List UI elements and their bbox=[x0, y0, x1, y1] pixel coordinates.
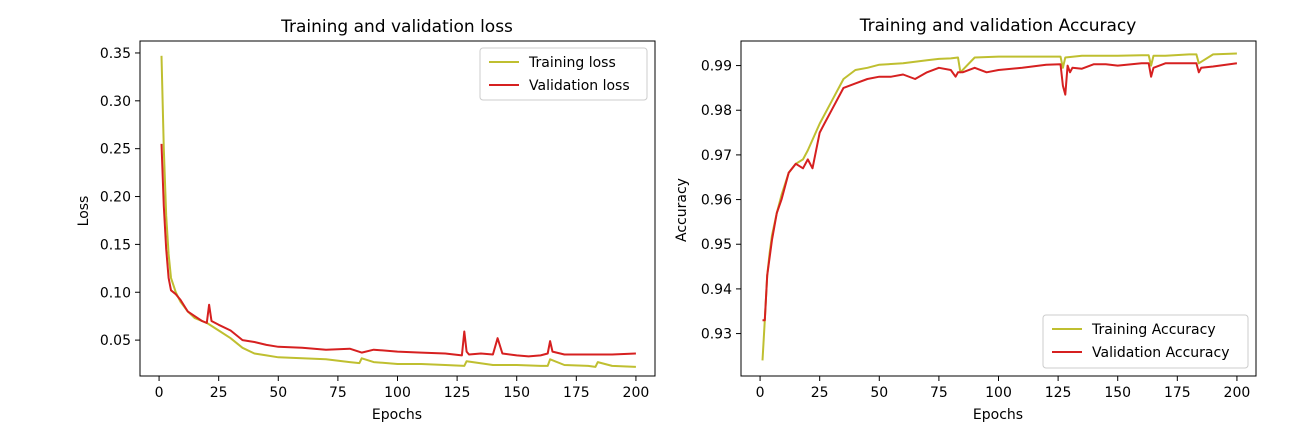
accuracy-y-tick-label: 0.95 bbox=[701, 237, 732, 253]
accuracy-x-axis-label: Epochs bbox=[973, 407, 1023, 423]
accuracy-y-tick-label: 0.97 bbox=[701, 148, 732, 164]
loss-x-tick-label: 150 bbox=[503, 385, 530, 401]
loss-x-tick-label: 175 bbox=[563, 385, 590, 401]
accuracy-legend: Training Accuracy Validation Accuracy bbox=[1042, 314, 1249, 369]
loss-series-validation bbox=[160, 143, 636, 358]
accuracy-plot-area: 0 25 50 75 100 125 150 175 200 0.93 0.94 0.95 0.96 0.… bbox=[701, 40, 1257, 401]
accuracy-legend-label-validation: Validation Accuracy bbox=[1092, 345, 1230, 361]
accuracy-chart-title: Training and validation Accuracy bbox=[859, 16, 1137, 36]
loss-x-tick-label: 125 bbox=[444, 385, 471, 401]
accuracy-y-tick-label: 0.94 bbox=[701, 282, 732, 298]
loss-chart-title: Training and validation loss bbox=[280, 17, 513, 37]
accuracy-chart: Training and validation Accuracy 0 25 50 75… bbox=[674, 16, 1257, 423]
accuracy-x-tick-label: 100 bbox=[985, 385, 1012, 401]
accuracy-y-tick-label: 0.98 bbox=[701, 103, 732, 119]
accuracy-y-axis-label: Accuracy bbox=[674, 178, 690, 242]
loss-x-tick-label: 75 bbox=[329, 385, 347, 401]
loss-y-tick-label: 0.05 bbox=[100, 333, 131, 349]
accuracy-x-tick-label: 150 bbox=[1104, 385, 1131, 401]
loss-x-tick-label: 200 bbox=[623, 385, 650, 401]
loss-chart: Training and validation loss 0 25 50 75 100 1… bbox=[76, 17, 656, 423]
loss-y-tick-label: 0.10 bbox=[100, 285, 131, 301]
loss-y-tick-label: 0.15 bbox=[100, 237, 131, 253]
accuracy-x-tick-label: 175 bbox=[1164, 385, 1191, 401]
loss-legend-label-training: Training loss bbox=[528, 55, 616, 71]
accuracy-y-tick-label: 0.96 bbox=[701, 193, 732, 209]
loss-legend: Training loss Validation loss bbox=[479, 47, 648, 101]
accuracy-y-tick-label: 0.99 bbox=[701, 59, 732, 75]
loss-x-tick-label: 100 bbox=[384, 385, 411, 401]
loss-legend-box bbox=[479, 47, 648, 101]
loss-y-axis-label: Loss bbox=[76, 196, 92, 227]
accuracy-x-tick-label: 25 bbox=[811, 385, 829, 401]
accuracy-series-training bbox=[761, 52, 1237, 361]
accuracy-legend-box bbox=[1042, 314, 1249, 369]
loss-y-tick-label: 0.20 bbox=[100, 190, 131, 206]
loss-legend-label-validation: Validation loss bbox=[529, 78, 630, 94]
accuracy-series-validation bbox=[762, 62, 1238, 322]
loss-plot-area: 0 25 50 75 100 125 150 175 200 0.05 0.10 0.15 0.20 0.… bbox=[100, 40, 656, 401]
accuracy-x-tick-label: 75 bbox=[930, 385, 948, 401]
loss-x-tick-label: 25 bbox=[210, 385, 228, 401]
accuracy-y-tick-label: 0.93 bbox=[701, 327, 732, 343]
loss-series-training bbox=[160, 55, 636, 368]
accuracy-x-tick-label: 0 bbox=[756, 385, 765, 401]
accuracy-x-tick-label: 200 bbox=[1224, 385, 1251, 401]
loss-y-tick-label: 0.35 bbox=[100, 46, 131, 62]
accuracy-x-tick-label: 125 bbox=[1045, 385, 1072, 401]
loss-x-axis-label: Epochs bbox=[372, 407, 422, 423]
loss-y-tick-label: 0.30 bbox=[100, 94, 131, 110]
loss-x-tick-label: 0 bbox=[155, 385, 164, 401]
accuracy-legend-label-training: Training Accuracy bbox=[1091, 322, 1216, 338]
loss-y-tick-label: 0.25 bbox=[100, 142, 131, 158]
accuracy-x-tick-label: 50 bbox=[870, 385, 888, 401]
loss-x-tick-label: 50 bbox=[269, 385, 287, 401]
